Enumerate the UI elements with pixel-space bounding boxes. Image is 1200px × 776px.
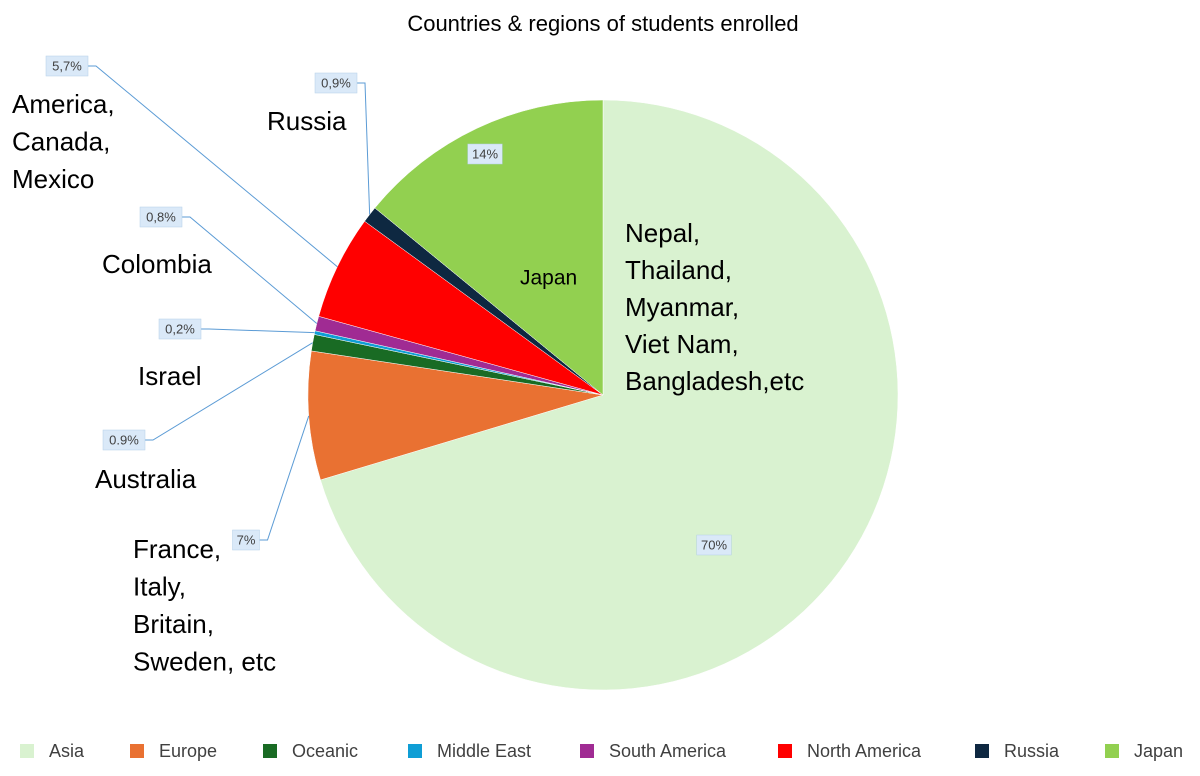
data-label: 0.9%: [109, 432, 139, 447]
legend-label: South America: [609, 741, 727, 761]
pie-slice: [374, 99, 604, 396]
region-label: America,: [12, 89, 115, 119]
legend-label: Japan: [1134, 741, 1183, 761]
legend-label: Oceanic: [292, 741, 358, 761]
region-label: Mexico: [12, 164, 94, 194]
data-label-box: [467, 143, 503, 165]
data-label-box: [102, 429, 146, 451]
data-label-box: [45, 55, 89, 77]
chart-title: Countries & regions of students enrolled: [407, 11, 798, 36]
data-label-box: [158, 318, 202, 340]
data-label: 70%: [701, 537, 727, 552]
region-label: Bangladesh,etc: [625, 366, 804, 396]
region-label: Colombia: [102, 249, 212, 279]
region-label: Australia: [95, 464, 197, 494]
legend-swatch: [20, 744, 34, 758]
leader-line: [88, 65, 338, 268]
region-label: Canada,: [12, 126, 110, 156]
leader-line: [201, 328, 315, 334]
data-label: 0,8%: [146, 209, 176, 224]
legend-label: Asia: [49, 741, 85, 761]
data-label: 0,9%: [321, 75, 351, 90]
region-label: Thailand,: [625, 255, 732, 285]
data-label: 5,7%: [52, 58, 82, 73]
legend-swatch: [1105, 744, 1119, 758]
data-label-box: [232, 529, 260, 551]
data-label-box: [696, 534, 732, 556]
region-label: Sweden, etc: [133, 646, 276, 676]
legend-swatch: [263, 744, 277, 758]
legend-swatch: [130, 744, 144, 758]
leader-line: [145, 342, 313, 441]
legend-swatch: [580, 744, 594, 758]
data-label: 14%: [472, 146, 498, 161]
leader-line: [259, 415, 310, 541]
region-label: Myanmar,: [625, 292, 739, 322]
legend-label: Middle East: [437, 741, 531, 761]
region-label: Japan: [520, 267, 577, 290]
region-label: Nepal,: [625, 218, 700, 248]
region-label: France,: [133, 534, 221, 564]
region-label: Italy,: [133, 571, 186, 601]
data-label-box: [314, 72, 358, 94]
leader-line: [357, 82, 371, 215]
legend-swatch: [778, 744, 792, 758]
legend-label: Russia: [1004, 741, 1060, 761]
legend-label: Europe: [159, 741, 217, 761]
data-label: 0,2%: [165, 321, 195, 336]
region-label: Russia: [267, 106, 347, 136]
region-label: Viet Nam,: [625, 329, 739, 359]
pie-slice: [307, 350, 604, 481]
leader-line: [182, 216, 318, 324]
pie-slice: [320, 99, 899, 691]
data-label-box: [139, 206, 183, 228]
legend-swatch: [975, 744, 989, 758]
legend-swatch: [408, 744, 422, 758]
legend-label: North America: [807, 741, 922, 761]
region-label: Britain,: [133, 609, 214, 639]
region-label: Israel: [138, 361, 202, 391]
data-label: 7%: [237, 532, 256, 547]
